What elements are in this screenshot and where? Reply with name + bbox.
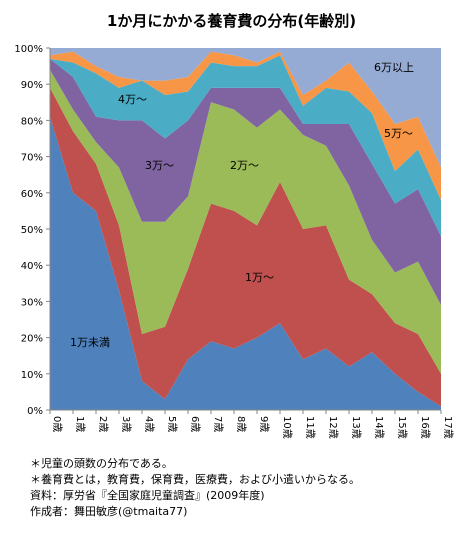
- y-tick-label-4: 40%: [21, 261, 43, 272]
- x-tick-label-16: 16歳: [419, 416, 431, 439]
- y-tick-label-3: 30%: [21, 297, 43, 308]
- x-tick-label-15: 15歳: [396, 416, 408, 439]
- x-tick-label-17: 17歳: [442, 416, 454, 439]
- y-tick-label-5: 50%: [21, 225, 43, 236]
- x-tick-label-6: 6歳: [189, 416, 201, 432]
- note-2: ＊養育費とは，教育費，保育費，医療費，および小遣いからなる。: [30, 473, 360, 486]
- notes-block: ＊児童の頭数の分布である。 ＊養育費とは，教育費，保育費，医療費，および小遣いか…: [30, 456, 360, 520]
- area-label-1: 1万〜: [245, 271, 274, 284]
- x-tick-label-11: 11歳: [304, 416, 316, 439]
- area-series-1: [50, 87, 441, 407]
- y-tick-label-9: 90%: [21, 80, 43, 91]
- x-tick-label-2: 2歳: [97, 416, 109, 432]
- note-4: 作成者：舞田敏彦(@tmaita77): [30, 505, 188, 518]
- x-tick-label-5: 5歳: [166, 416, 178, 432]
- area-label-4: 4万〜: [118, 93, 147, 106]
- area-label-3: 3万〜: [145, 159, 174, 172]
- area-label-6: 6万以上: [374, 61, 414, 74]
- area-series-5: [50, 51, 441, 201]
- area-series-3: [50, 58, 441, 306]
- area-series-4: [50, 55, 441, 237]
- y-tick-label-7: 70%: [21, 153, 43, 164]
- area-series-2: [50, 69, 441, 374]
- area-series-group: [50, 48, 441, 410]
- area-label-0: 1万未満: [70, 336, 110, 349]
- area-label-5: 5万〜: [384, 127, 413, 140]
- y-tick-label-1: 10%: [21, 370, 43, 381]
- area-series-6: [50, 48, 441, 168]
- x-tick-label-3: 3歳: [120, 416, 132, 432]
- x-tick-label-0: 0歳: [51, 416, 63, 432]
- y-tick-label-8: 80%: [21, 116, 43, 127]
- y-tick-label-2: 20%: [21, 334, 43, 345]
- note-1: ＊児童の頭数の分布である。: [30, 457, 173, 470]
- y-tick-label-6: 60%: [21, 189, 43, 200]
- note-3: 資料：厚労省『全国家庭児童調査』(2009年度): [30, 489, 265, 502]
- area-labels-group: 1万未満 1万〜 2万〜 3万〜 4万〜 5万〜 6万以上: [70, 61, 414, 349]
- x-tick-label-7: 7歳: [212, 416, 224, 432]
- y-tick-label-0: 0%: [27, 406, 43, 417]
- x-tick-label-4: 4歳: [143, 416, 155, 432]
- x-tick-label-8: 8歳: [235, 416, 247, 432]
- x-tick-label-10: 10歳: [281, 416, 293, 439]
- x-tick-label-1: 1歳: [74, 416, 86, 432]
- area-label-2: 2万〜: [230, 159, 259, 172]
- x-tick-label-9: 9歳: [258, 416, 270, 432]
- chart-title: 1か月にかかる養育費の分布(年齢別): [106, 12, 357, 30]
- axes-group: 0% 10% 20% 30% 40% 50% 60% 70% 80% 90% 100% 0歳 1歳 2歳 3…: [14, 44, 454, 439]
- x-tick-label-12: 12歳: [327, 416, 339, 439]
- y-tick-label-10: 100%: [14, 44, 43, 55]
- x-tick-label-13: 13歳: [350, 416, 362, 439]
- area-series-0: [50, 116, 441, 410]
- x-tick-label-14: 14歳: [373, 416, 385, 439]
